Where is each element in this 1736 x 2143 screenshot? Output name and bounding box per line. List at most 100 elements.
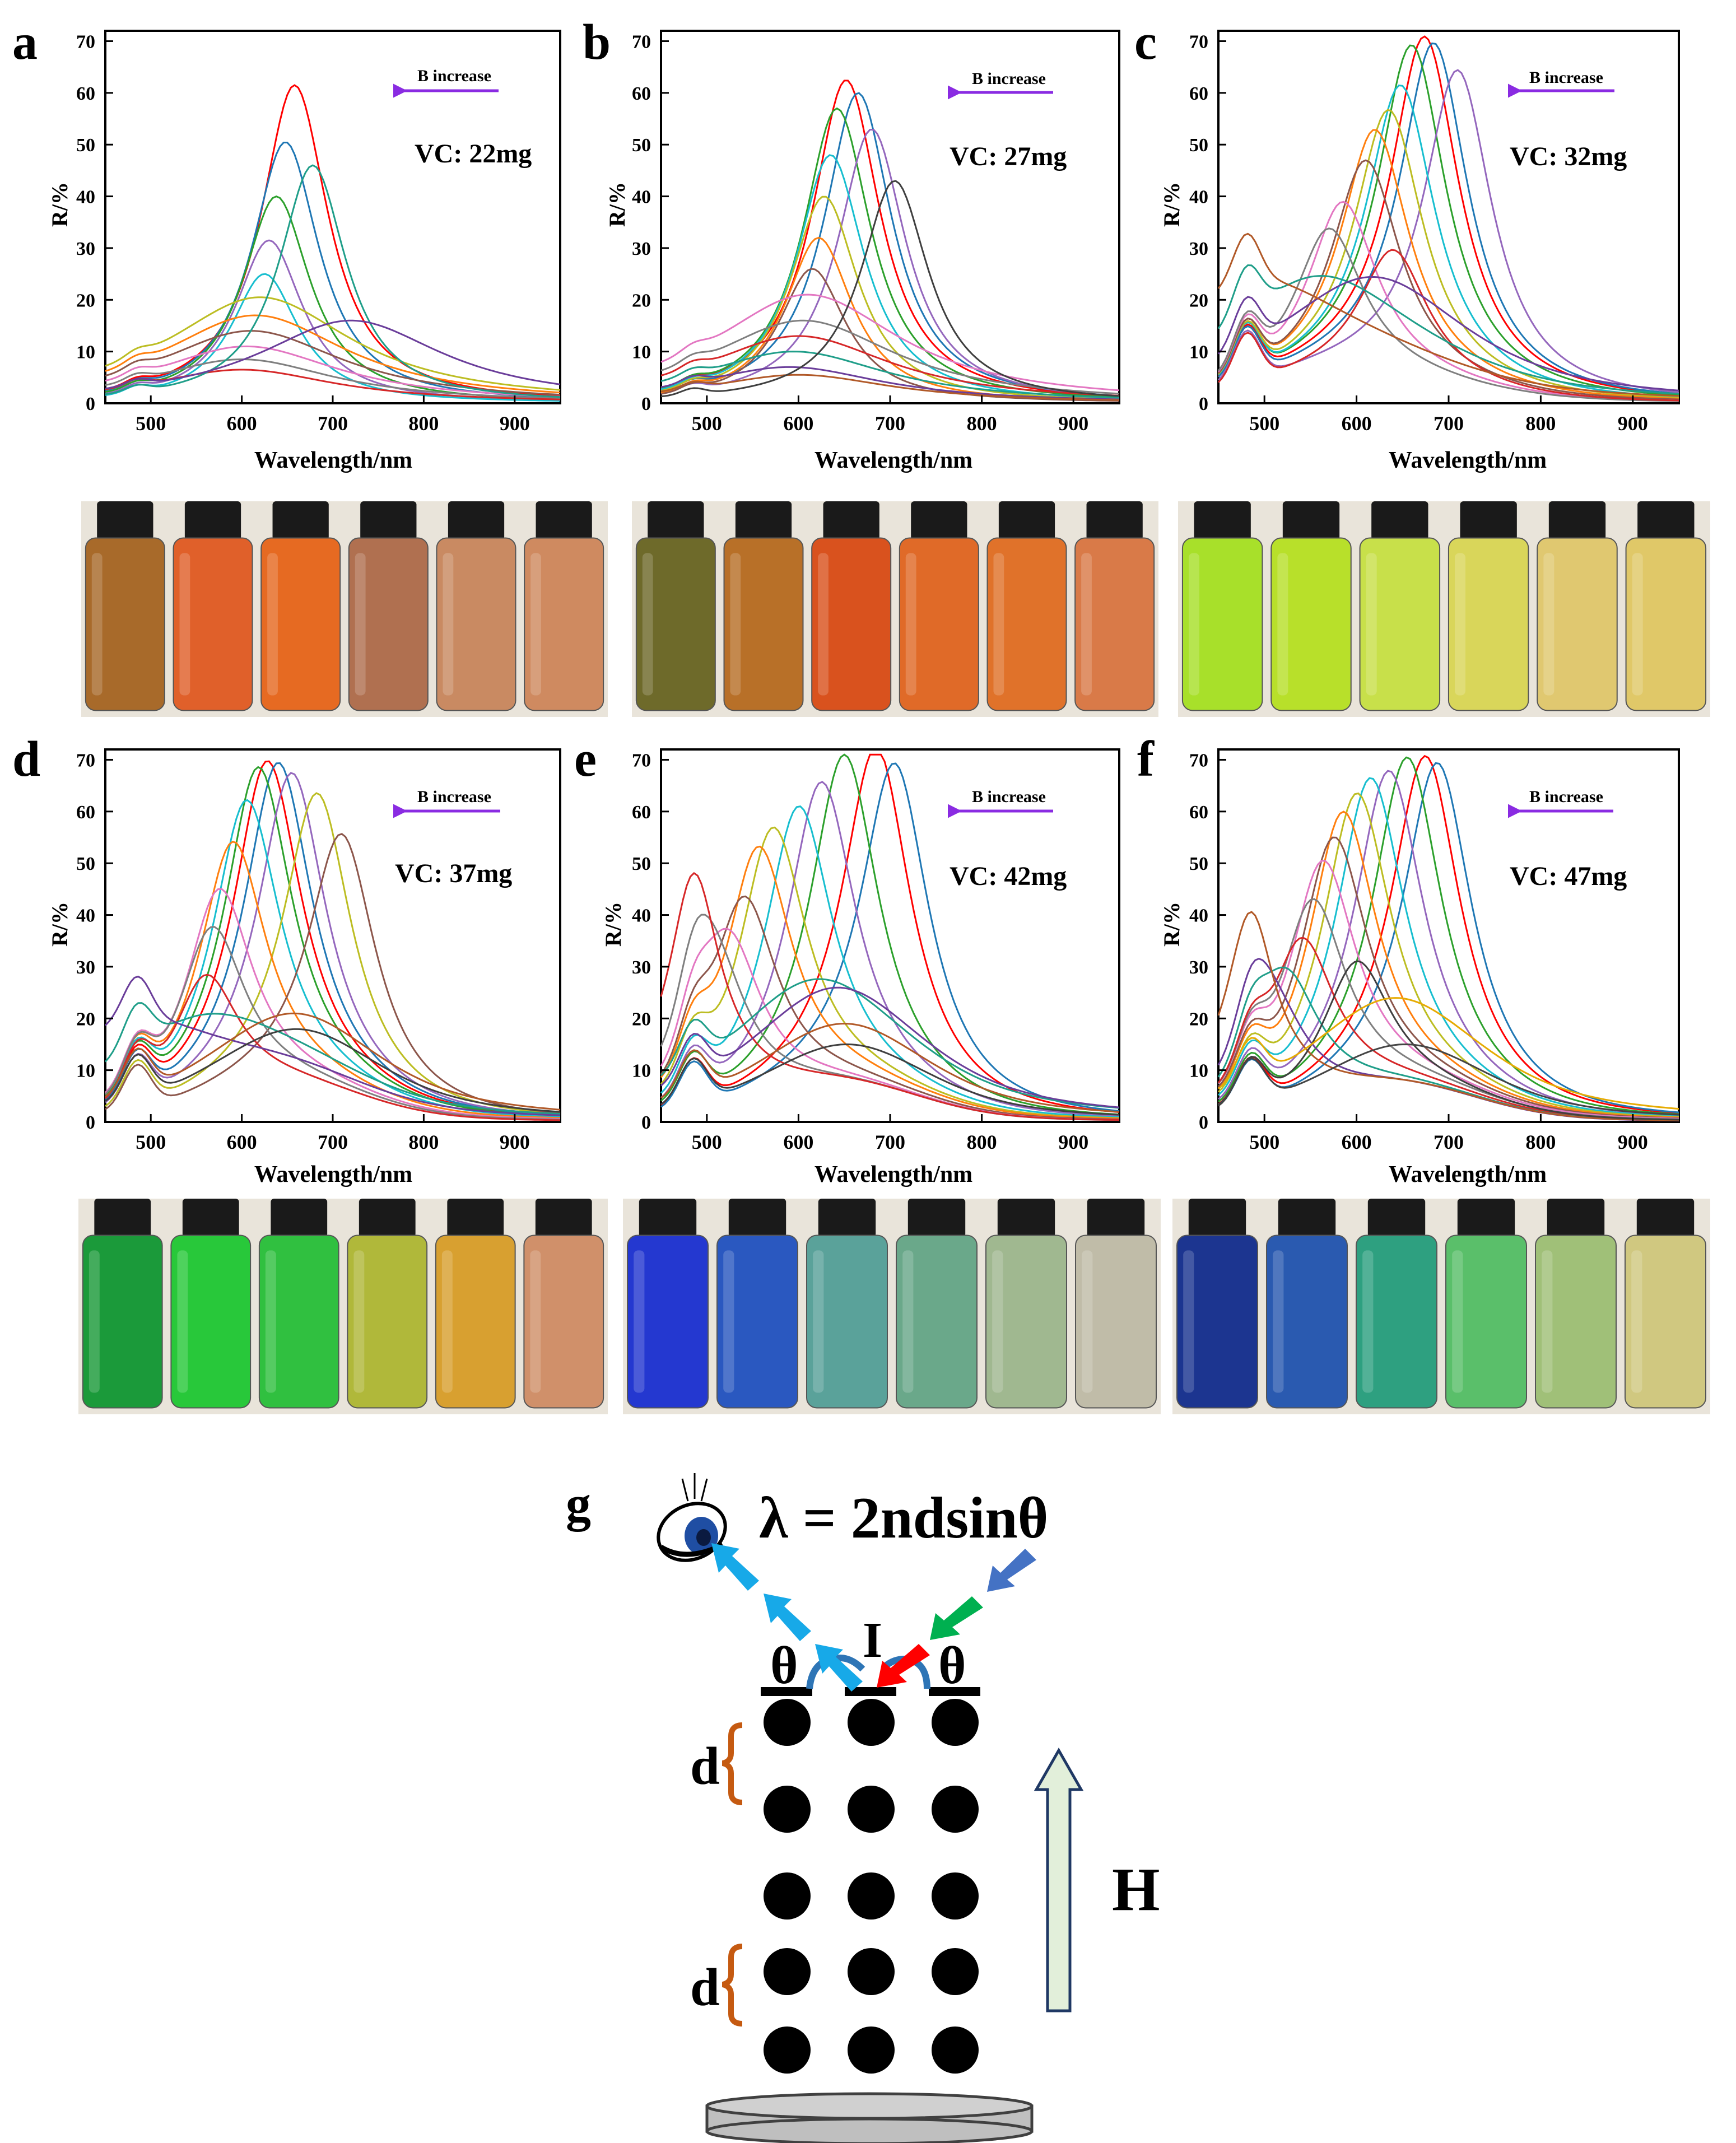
vial-cap [998,501,1055,541]
vial-body [986,537,1067,711]
vial-photo-c [1178,501,1710,717]
b-increase-label: B increase [1529,68,1603,87]
x-tick-label: 700 [318,412,348,435]
chart-panel-d: d R/% Wavelength/nm VC: 37mg B increase … [12,732,561,1187]
y-tick-label: 60 [632,83,651,104]
vial-cap [639,1199,697,1238]
vial-body [1176,1234,1258,1409]
vial-cap [184,501,241,541]
y-tick-label: 50 [632,854,651,874]
vial-cap [272,501,329,541]
bragg-schematic: g λ = 2ndsinθ θ θ I [566,1473,1160,2143]
vial-body [348,537,429,711]
vial-photo-f [1172,1199,1710,1414]
series-line-13 [105,319,561,390]
x-tick-label: 900 [1618,1131,1648,1153]
vial-cap [735,501,792,541]
vial-body [524,537,604,711]
lattice-particle [764,1948,811,1995]
x-tick-label: 900 [1058,1131,1088,1153]
vial-cap [359,1199,416,1238]
y-tick-label: 0 [1199,394,1208,414]
vial-highlight [1632,553,1643,696]
vial-cap [823,501,879,541]
vial-body [1266,1234,1348,1409]
y-axis-label: R/% [1159,182,1184,227]
x-tick-label: 800 [967,412,997,435]
vial-cap [728,1199,786,1238]
series-line-1 [660,80,1120,397]
vial-cap [997,1199,1055,1238]
b-increase-label: B increase [1529,788,1603,806]
vial-highlight [267,553,278,696]
series-line-2 [105,142,561,399]
chart-panel-e: e R/% Wavelength/nm VC: 42mg B increase … [574,732,1120,1187]
vial-cap [1547,1199,1605,1238]
series-line-3 [104,766,561,1117]
surface-cap-center [845,1687,896,1696]
incident-arrow-green [930,1596,983,1640]
series-line-14 [1217,232,1679,397]
series-group [105,84,561,402]
x-axis-label: Wavelength/nm [254,1162,412,1187]
series-line-15 [660,180,1120,398]
vial-highlight [1189,553,1199,696]
series-line-1 [1217,35,1679,395]
vial-highlight [1455,553,1465,696]
y-axis-label: R/% [47,902,72,947]
y-tick-label: 20 [632,290,651,311]
series-line-4 [1218,770,1679,1116]
vial-body [1356,1234,1437,1409]
series-line-1 [660,753,1120,1113]
series-line-8 [1217,836,1679,1119]
y-tick-label: 10 [1189,342,1208,363]
vial-cap [1548,501,1606,541]
y-tick-label: 70 [632,750,651,771]
vial-highlight [1631,1250,1642,1393]
y-tick-label: 70 [76,750,95,771]
vial-cap [1371,501,1428,541]
y-tick-label: 30 [1189,957,1208,978]
y-tick-label: 10 [632,1061,651,1082]
vial-highlight [530,553,541,696]
vial-body [85,537,165,711]
series-line-5 [1217,84,1679,398]
vial-cap [907,1199,966,1238]
series-line-7 [105,314,561,394]
vial-body [896,1234,978,1409]
x-tick-label: 800 [408,412,439,435]
y-tick-label: 10 [76,342,95,363]
particle-lattice [764,1699,979,2074]
vial-photo-a [81,501,608,717]
panel-letter-b: b [583,15,611,70]
vial-body [1075,1234,1157,1409]
vial-highlight [905,553,916,696]
x-tick-label: 600 [783,412,813,435]
panel-letter-e: e [574,732,597,787]
y-axis-label: R/% [1159,902,1184,947]
vial-body [173,537,253,711]
vial-body [627,1234,709,1409]
photo-background [78,1199,608,1414]
vial-highlight [723,1250,734,1393]
y-tick-label: 30 [76,239,95,259]
vial-highlight [1542,1250,1553,1393]
series-line-14 [660,1022,1120,1113]
series-line-13 [1217,276,1679,392]
x-tick-label: 800 [1525,412,1556,435]
vial-highlight [1543,553,1555,696]
x-tick-label: 800 [967,1131,997,1153]
y-axis-label: R/% [47,182,72,227]
series-line-14 [105,1012,561,1111]
x-axis-label: Wavelength/nm [1389,448,1547,473]
series-group [104,760,561,1121]
y-tick-label: 40 [632,906,651,926]
y-tick-label: 40 [76,187,95,208]
h-label: H [1112,1855,1160,1923]
series-line-9 [660,294,1120,392]
y-tick-label: 50 [1189,135,1208,156]
vial-body [985,1234,1067,1409]
vial-cap [1636,1199,1695,1238]
vial-body [1181,537,1263,711]
vial-body [1535,1234,1617,1409]
